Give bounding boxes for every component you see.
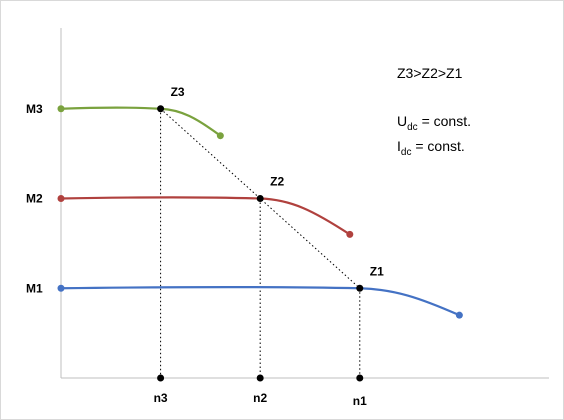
- x-axis-point-n3: [157, 374, 165, 382]
- annotation-order: Z3>Z2>Z1: [397, 65, 463, 81]
- y-tick-label-M3: M3: [26, 102, 43, 116]
- series-curve-3: [60, 286, 460, 317]
- udc-rest: = const.: [418, 113, 471, 129]
- series-end-point-3: [455, 311, 463, 319]
- operating-point-Z1: [356, 284, 364, 292]
- series-curve-2: [60, 196, 351, 236]
- series-end-point-2: [346, 230, 354, 238]
- y-tick-label-M1: M1: [26, 281, 43, 295]
- udc-main: U: [397, 113, 407, 129]
- operating-line: [160, 108, 361, 289]
- point-label-Z3: Z3: [171, 85, 185, 99]
- x-tick-label-n3: n3: [154, 391, 168, 405]
- labels: M1 M2 M3 n3 n2 n1 Z3 Z2 Z1: [26, 85, 384, 408]
- operating-point-Z2: [256, 195, 264, 203]
- series-curve-1: [60, 106, 221, 137]
- udc-sub: dc: [407, 122, 418, 133]
- idc-rest: = const.: [411, 138, 464, 154]
- guides: [160, 108, 361, 378]
- series-start-point-2: [57, 195, 65, 203]
- y-tick-label-M2: M2: [26, 192, 43, 206]
- axes: [60, 28, 549, 379]
- x-axis-point-n2: [256, 374, 264, 382]
- series-start-point-1: [57, 105, 65, 113]
- point-label-Z2: Z2: [270, 175, 284, 189]
- point-label-Z1: Z1: [370, 264, 384, 278]
- idc-sub: dc: [401, 147, 412, 158]
- x-axis-point-n1: [356, 374, 364, 382]
- series-start-point-3: [57, 284, 65, 292]
- annotation-udc: Udc = const.: [397, 113, 471, 133]
- markers: [57, 105, 463, 382]
- idc-main: I: [397, 138, 401, 154]
- annotation-idc: Idc = const.: [397, 138, 465, 158]
- series-end-point-1: [216, 132, 224, 140]
- x-tick-label-n2: n2: [253, 391, 267, 405]
- x-tick-label-n1: n1: [353, 394, 367, 408]
- operating-point-Z3: [157, 105, 165, 113]
